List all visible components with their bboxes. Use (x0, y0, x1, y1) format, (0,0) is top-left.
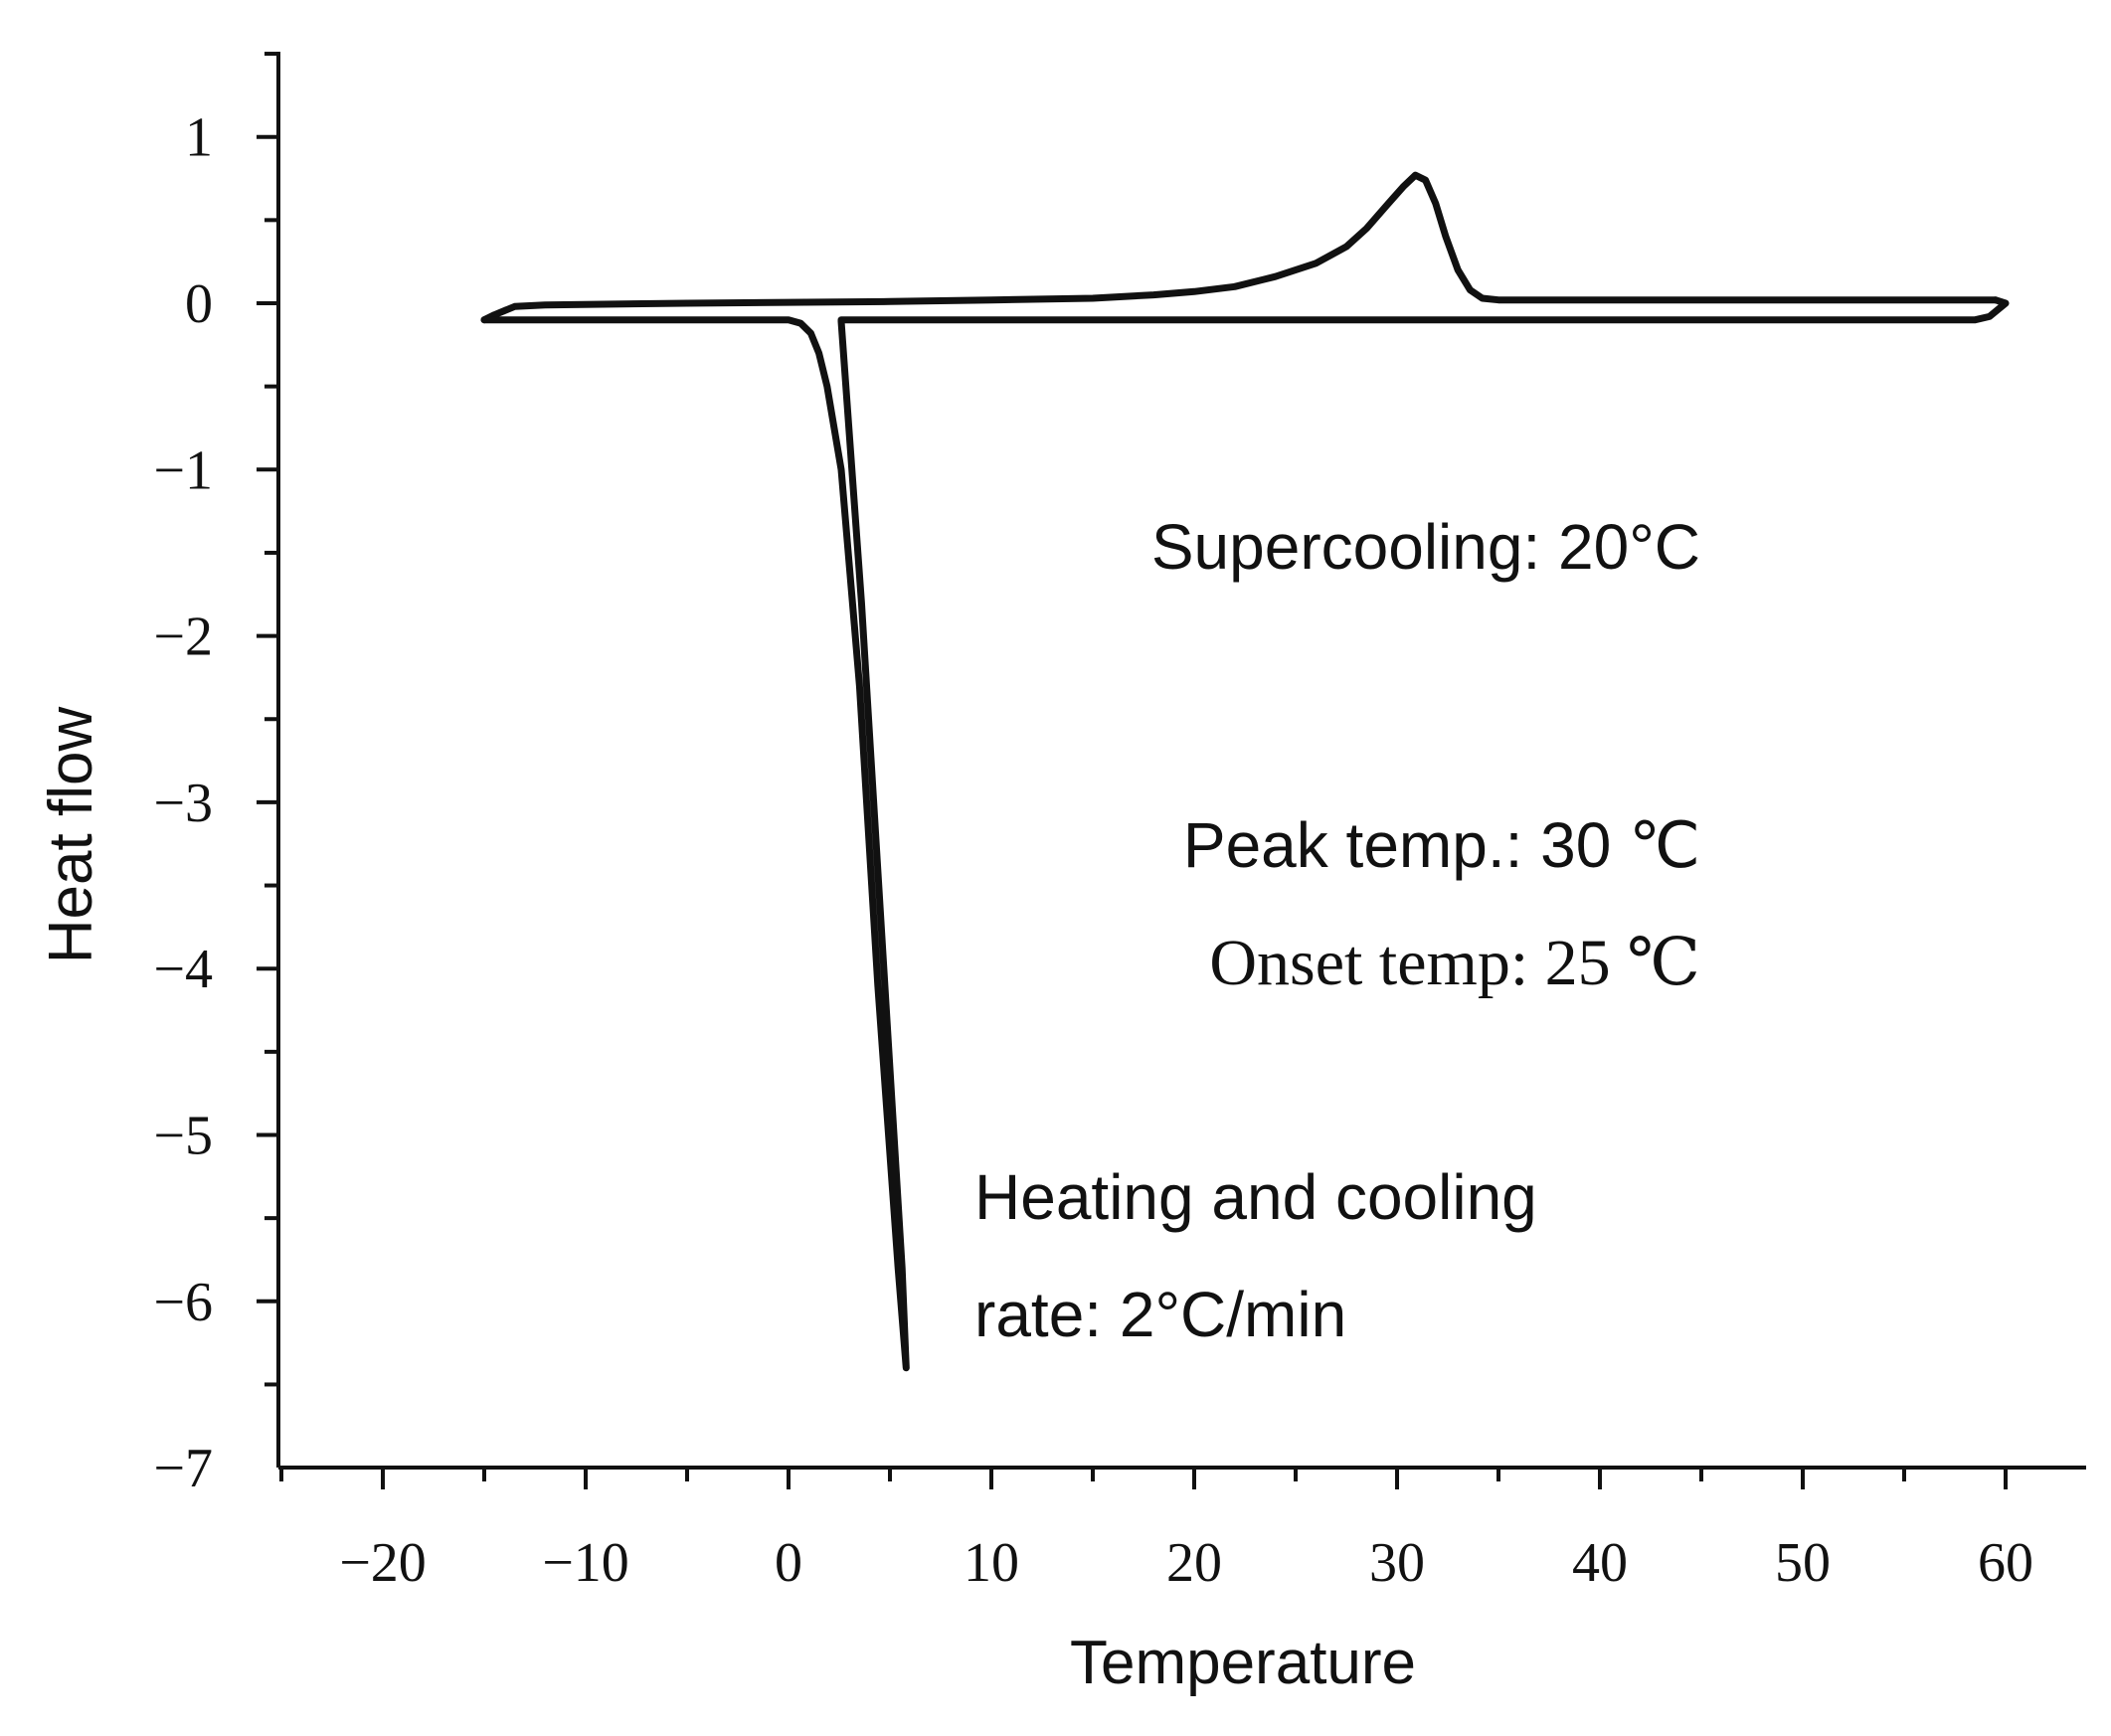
x-tick-label-50: 50 (1775, 1532, 1831, 1594)
y-tick-label--1: −1 (153, 439, 213, 501)
annotation-rate-line2: rate: 2°C/min (974, 1279, 1346, 1350)
y-axis-title: Heat flow (37, 707, 105, 964)
x-tick-label-30: 30 (1369, 1532, 1425, 1594)
y-tick-label-1: 1 (185, 107, 213, 169)
y-tick-label--7: −7 (153, 1438, 213, 1499)
x-tick-label-10: 10 (964, 1532, 1019, 1594)
x-tick-labels: −20 −10 0 10 20 30 40 50 60 (339, 1532, 2033, 1594)
x-ticks (279, 1468, 2008, 1489)
annotation-onset-temp: Onset temp: 25 ℃ (1209, 927, 1700, 999)
y-tick-label--2: −2 (153, 607, 213, 668)
annotation-supercooling: Supercooling: 20°C (1151, 511, 1700, 583)
axes (276, 52, 2086, 1470)
x-tick-label-60: 60 (1978, 1532, 2033, 1594)
x-tick-label-0: 0 (775, 1532, 802, 1594)
x-axis-title: Temperature (1070, 1629, 1416, 1697)
y-tick-label--6: −6 (153, 1272, 213, 1333)
series-layer (480, 171, 2010, 1372)
x-tick-label--10: −10 (542, 1532, 629, 1594)
x-tick-label-40: 40 (1572, 1532, 1628, 1594)
annotation-rate-line1: Heating and cooling (974, 1161, 1537, 1233)
series-cooling-curve (480, 296, 2010, 1372)
y-tick-label--4: −4 (153, 939, 213, 1000)
y-ticks (257, 52, 278, 1387)
series-heating-curve (480, 171, 2000, 324)
x-tick-label--20: −20 (339, 1532, 427, 1594)
y-tick-labels: 1 0 −1 −2 −3 −4 −5 −6 −7 (153, 107, 213, 1499)
annotation-peak-temp: Peak temp.: 30 ℃ (1183, 809, 1700, 881)
x-tick-label-20: 20 (1166, 1532, 1222, 1594)
y-tick-label--3: −3 (153, 773, 213, 834)
y-tick-label-0: 0 (185, 273, 213, 335)
y-tick-label--5: −5 (153, 1106, 213, 1167)
